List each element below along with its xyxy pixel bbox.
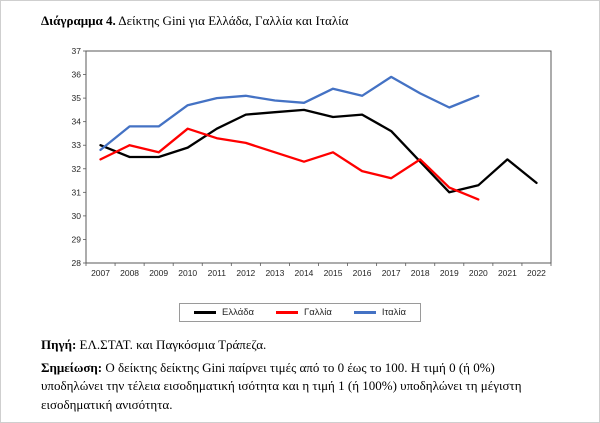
chart-legend: Ελλάδα Γαλλία Ιταλία (1, 303, 599, 322)
x-axis-label: 2018 (411, 268, 430, 278)
x-axis-label: 2022 (527, 268, 546, 278)
france-line-sample-icon (276, 311, 299, 314)
y-axis-label: 31 (72, 187, 82, 197)
x-axis-label: 2021 (498, 268, 517, 278)
source-text: ΕΛ.ΣΤΑΤ. και Παγκόσμια Τράπεζα. (76, 337, 267, 352)
x-axis-label: 2007 (91, 268, 110, 278)
x-axis-label: 2013 (265, 268, 284, 278)
chart-title-number: Διάγραμμα 4. (41, 13, 116, 28)
note-paragraph: Σημείωση: Ο δείκτης δείκτης Gini παίρνει… (41, 359, 553, 414)
x-axis-label: 2015 (324, 268, 343, 278)
chart-title: Διάγραμμα 4. Δείκτης Gini για Ελλάδα, Γα… (41, 13, 348, 29)
series-line-Ιταλία (99, 75, 480, 152)
chart-title-text: Δείκτης Gini για Ελλάδα, Γαλλία και Ιταλ… (115, 13, 349, 28)
x-axis-label: 2010 (178, 268, 197, 278)
greece-line-sample-icon (194, 311, 217, 314)
source-label: Πηγή: (41, 337, 77, 352)
legend-item-france: Γαλλία (276, 307, 332, 318)
legend-item-greece: Ελλάδα (194, 307, 254, 318)
x-axis-label: 2017 (382, 268, 401, 278)
y-axis-label: 28 (72, 258, 82, 268)
x-axis-label: 2019 (440, 268, 459, 278)
y-axis-label: 30 (72, 211, 82, 221)
legend-item-italy: Ιταλία (353, 307, 406, 318)
legend-label-greece: Ελλάδα (222, 307, 255, 318)
series-line-Ελλάδα (99, 108, 538, 194)
note-label: Σημείωση: (41, 360, 103, 375)
legend-label-france: Γαλλία (304, 307, 332, 318)
x-axis-label: 2011 (208, 268, 227, 278)
legend-label-italy: Ιταλία (381, 307, 406, 318)
y-axis-label: 37 (72, 46, 82, 56)
legend-box: Ελλάδα Γαλλία Ιταλία (179, 303, 421, 322)
gini-chart-svg: 28 29 30 31 32 33 34 35 36 37 2007 2008 2009 2010 2011… (72, 46, 552, 278)
y-axis-label: 36 (72, 70, 82, 80)
y-axis-label: 34 (72, 117, 82, 127)
gini-line-chart: 28 29 30 31 32 33 34 35 36 37 2007 2008 2009 2010 2011… (56, 45, 561, 297)
x-axis-label: 2008 (120, 268, 139, 278)
series-line-Γαλλία (99, 127, 480, 201)
source-line: Πηγή: ΕΛ.ΣΤΑΤ. και Παγκόσμια Τράπεζα. (41, 337, 266, 353)
x-axis-label: 2016 (353, 268, 372, 278)
italy-line-sample-icon (353, 311, 376, 314)
y-axis-label: 32 (72, 164, 82, 174)
note-text: Ο δείκτης δείκτης Gini παίρνει τιμές από… (41, 360, 522, 412)
y-axis-label: 29 (72, 234, 82, 244)
x-axis-label: 2012 (236, 268, 255, 278)
x-axis-label: 2009 (149, 268, 168, 278)
y-axis-label: 33 (72, 140, 82, 150)
y-axis-label: 35 (72, 93, 82, 103)
x-axis-label: 2020 (469, 268, 488, 278)
x-axis-label: 2014 (295, 268, 314, 278)
